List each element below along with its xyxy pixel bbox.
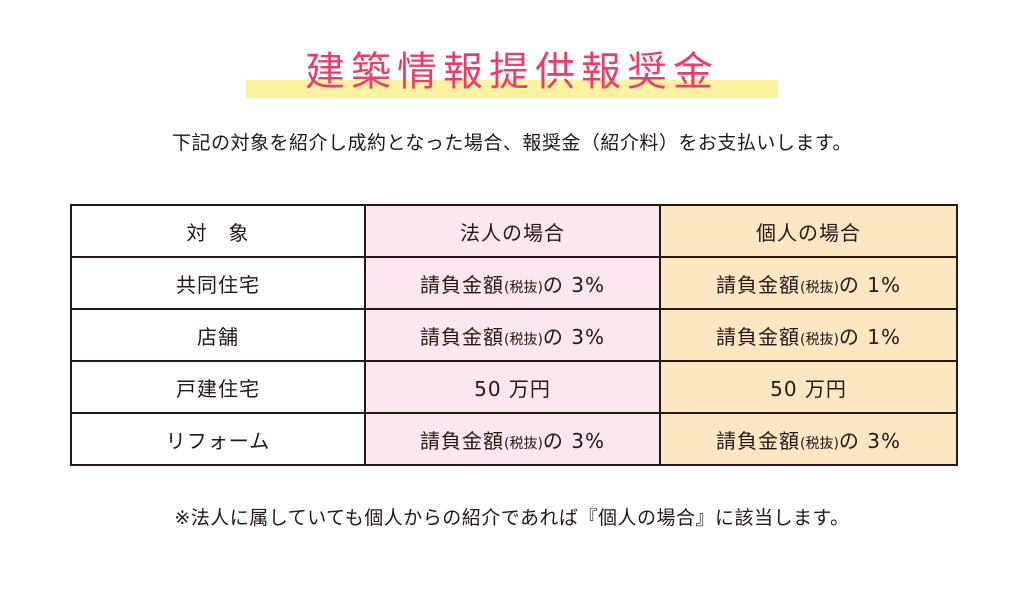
row-individual-rate: 請負金額(税抜)の 1% <box>659 256 958 310</box>
rate-prefix: 請負金額 <box>715 324 800 349</box>
rate-prefix: 50 万円 <box>474 376 551 401</box>
row-target: 共同住宅 <box>70 256 366 310</box>
table-row: 店舗 請負金額(税抜)の 3% 請負金額(税抜)の 1% <box>70 308 958 362</box>
row-corporate-rate: 請負金額(税抜)の 3% <box>364 256 661 310</box>
row-individual-rate: 50 万円 <box>659 360 958 414</box>
title-block: 建築情報提供報奨金 <box>0 36 1024 106</box>
page-title: 建築情報提供報奨金 <box>305 49 719 95</box>
row-target: 戸建住宅 <box>70 360 366 414</box>
reward-table: 対 象 法人の場合 個人の場合 共同住宅 請負金額(税抜)の 3% 請負金額(税… <box>70 204 958 466</box>
tax-note: (税抜) <box>799 331 839 348</box>
rate-suffix: の 3% <box>542 272 606 297</box>
tax-note: (税抜) <box>799 435 839 452</box>
header-individual: 個人の場合 <box>659 204 958 258</box>
rate-prefix: 請負金額 <box>715 272 800 297</box>
rate-prefix: 請負金額 <box>419 428 504 453</box>
lead-text: 下記の対象を紹介し成約となった場合、報奨金（紹介料）をお支払いします。 <box>171 132 853 154</box>
row-individual-rate: 請負金額(税抜)の 3% <box>659 412 958 466</box>
table-row: 共同住宅 請負金額(税抜)の 3% 請負金額(税抜)の 1% <box>70 256 958 310</box>
rate-suffix: の 1% <box>838 324 902 349</box>
rate-suffix: の 3% <box>542 428 606 453</box>
tax-note: (税抜) <box>503 331 543 348</box>
rate-prefix: 請負金額 <box>419 324 504 349</box>
rate-suffix: の 3% <box>838 428 902 453</box>
tax-note: (税抜) <box>503 435 543 452</box>
row-corporate-rate: 請負金額(税抜)の 3% <box>364 308 661 362</box>
title-highlight-bar <box>246 80 778 98</box>
row-individual-rate: 請負金額(税抜)の 1% <box>659 308 958 362</box>
rate-prefix: 請負金額 <box>419 272 504 297</box>
tax-note: (税抜) <box>799 279 839 296</box>
rate-prefix: 50 万円 <box>770 376 847 401</box>
rate-suffix: の 3% <box>542 324 606 349</box>
rate-prefix: 請負金額 <box>715 428 800 453</box>
rate-suffix: の 1% <box>838 272 902 297</box>
tax-note: (税抜) <box>503 279 543 296</box>
row-target: リフォーム <box>70 412 366 466</box>
table-row: リフォーム 請負金額(税抜)の 3% 請負金額(税抜)の 3% <box>70 412 958 466</box>
row-target: 店舗 <box>70 308 366 362</box>
header-target: 対 象 <box>70 204 366 258</box>
table-row: 戸建住宅 50 万円 50 万円 <box>70 360 958 414</box>
table-header-row: 対 象 法人の場合 個人の場合 <box>70 204 958 258</box>
header-corporate: 法人の場合 <box>364 204 661 258</box>
row-corporate-rate: 50 万円 <box>364 360 661 414</box>
footnote: ※法人に属していても個人からの紹介であれば『個人の場合』に該当します。 <box>174 507 850 529</box>
row-corporate-rate: 請負金額(税抜)の 3% <box>364 412 661 466</box>
